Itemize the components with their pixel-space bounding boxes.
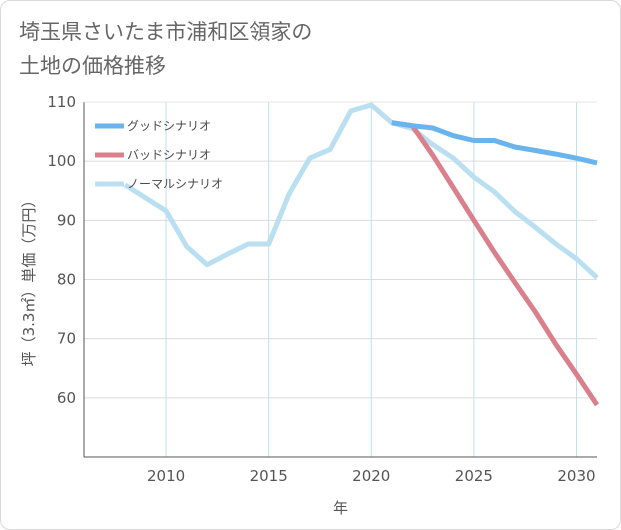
legend-label-1: バッドシナリオ — [127, 148, 211, 162]
series-line-2 — [123, 102, 599, 280]
x-axis-label: 年 — [333, 499, 348, 517]
y-tick-label: 100 — [47, 152, 76, 170]
series-lines — [123, 102, 600, 407]
y-tick-label: 70 — [57, 330, 76, 348]
y-axis-label: 坪（3.3㎡）単価（万円） — [20, 193, 38, 367]
legend-label-0: グッドシナリオ — [127, 119, 211, 133]
y-tick-label: 80 — [57, 271, 76, 289]
tick-labels: 60 70 80 90 100 110 2010 2015 2020 2025 2030 — [47, 93, 595, 485]
x-tick-label: 2030 — [557, 467, 595, 485]
y-tick-label: 60 — [57, 389, 76, 407]
x-tick-label: 2025 — [455, 467, 493, 485]
x-tick-label: 2015 — [250, 467, 288, 485]
series-line-1 — [391, 120, 600, 407]
series-line-0 — [391, 120, 598, 166]
legend-label-2: ノーマルシナリオ — [127, 177, 223, 191]
x-tick-label: 2010 — [147, 467, 185, 485]
y-tick-label: 90 — [57, 211, 76, 229]
chart-title: 埼玉県さいたま市浦和区領家の 土地の価格推移 — [19, 15, 312, 83]
y-tick-label: 110 — [47, 93, 76, 111]
x-tick-label: 2020 — [352, 467, 390, 485]
axes — [83, 101, 597, 458]
chart-title-line-1: 埼玉県さいたま市浦和区領家の — [19, 20, 313, 44]
chart-title-line-2: 土地の価格推移 — [19, 54, 166, 78]
